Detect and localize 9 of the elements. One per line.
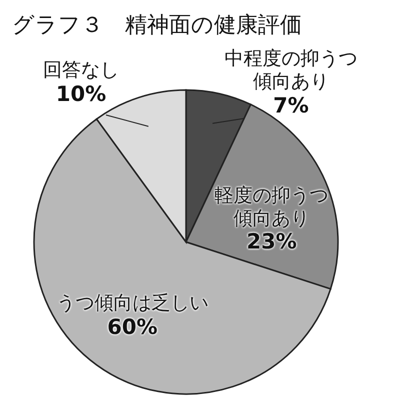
slice-label: うつ傾向は乏しい bbox=[55, 292, 210, 315]
slice-label: 回答なし bbox=[42, 59, 120, 82]
data-label: 7% bbox=[272, 93, 310, 118]
data-label: 23% bbox=[246, 230, 298, 256]
chart-title: グラフ３ 精神面の健康評価 bbox=[12, 13, 302, 38]
slice-label: 中程度の抑うつ傾向あり bbox=[224, 48, 358, 94]
data-label: 10% bbox=[54, 82, 108, 108]
data-label: 60% bbox=[106, 314, 159, 340]
slice-label: 軽度の抑うつ傾向あり bbox=[214, 184, 330, 230]
